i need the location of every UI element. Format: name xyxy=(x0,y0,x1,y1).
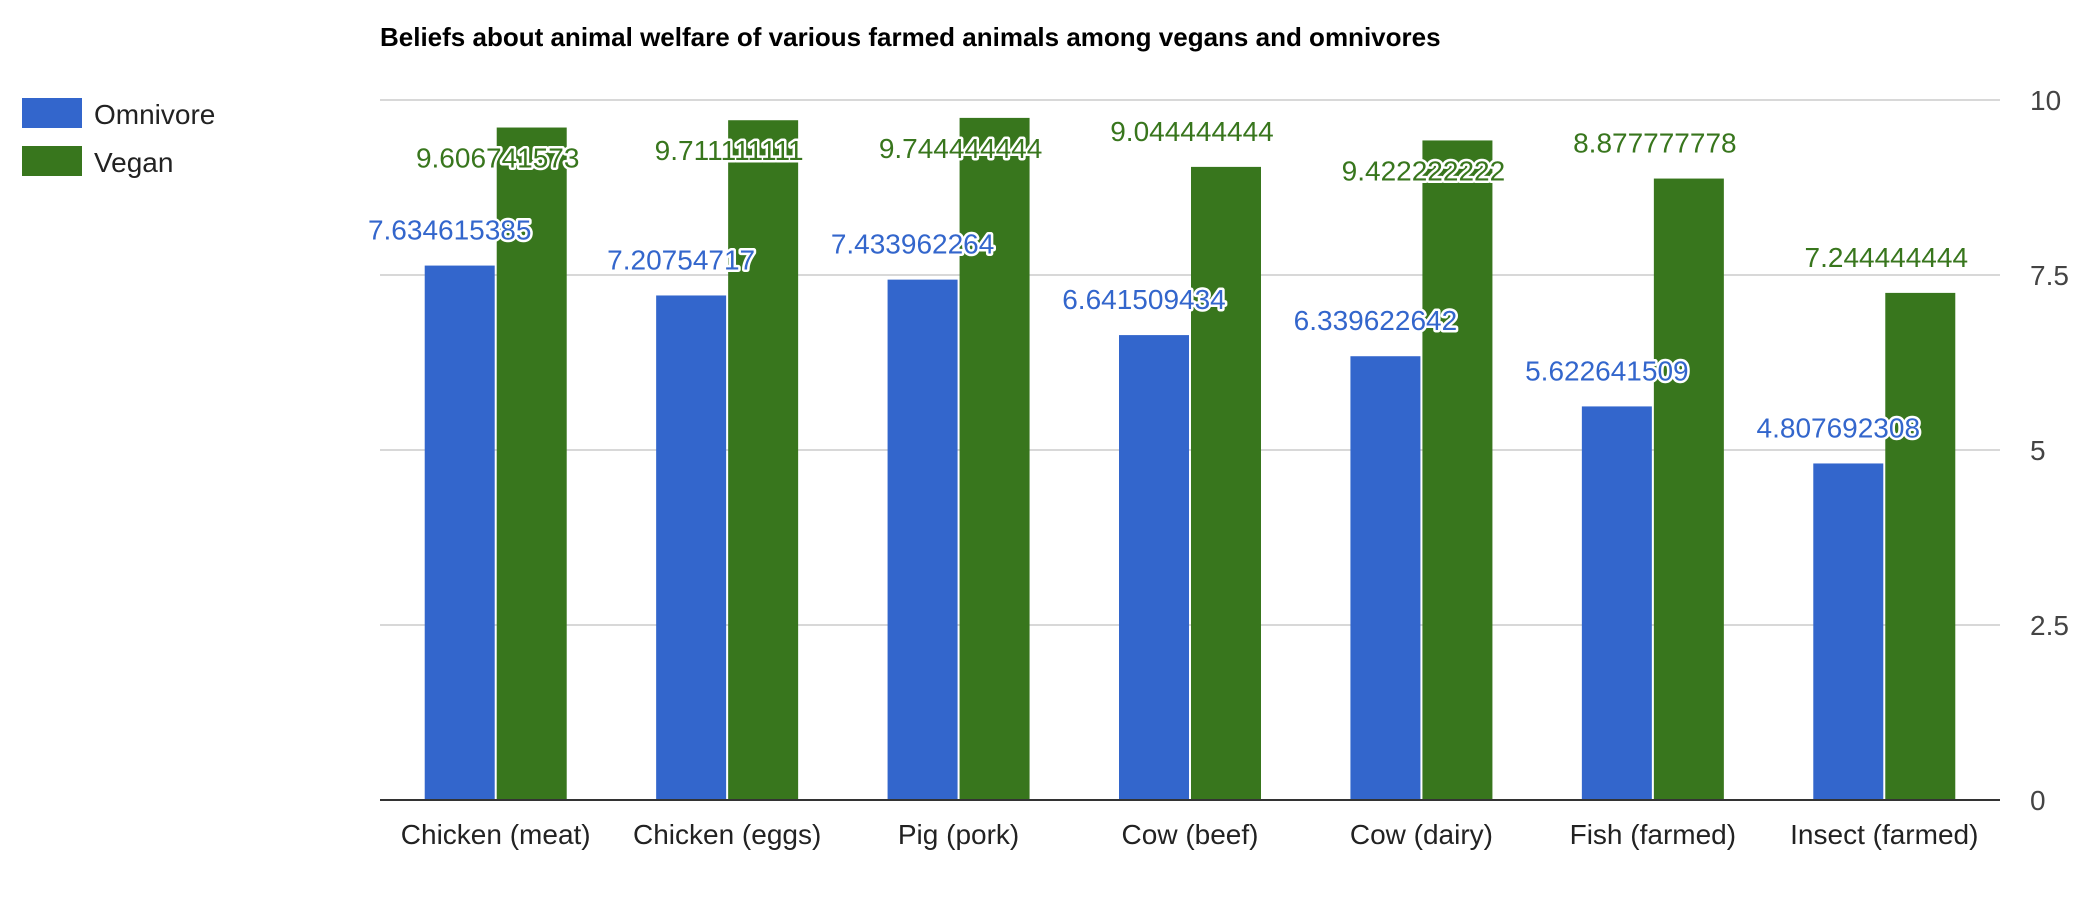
data-label-vegan: 9.711111111 xyxy=(655,135,804,166)
y-tick-label: 5 xyxy=(2030,435,2046,466)
data-label-omnivore: 7.634615385 xyxy=(368,215,532,246)
bar-vegan xyxy=(728,120,799,800)
y-tick-label: 7.5 xyxy=(2030,260,2069,291)
x-tick-label: Cow (dairy) xyxy=(1350,819,1493,850)
bar-omnivore xyxy=(887,279,958,800)
gridlines xyxy=(380,99,2000,626)
data-label-vegan: 9.606741573 xyxy=(416,143,580,174)
bar-vegan xyxy=(496,127,567,801)
y-axis-ticks: 0 2.5 5 7.5 10 xyxy=(2030,85,2069,816)
data-label-omnivore: 4.807692308 xyxy=(1757,412,1921,443)
legend-swatch-omnivore xyxy=(22,98,82,128)
legend-label-vegan: Vegan xyxy=(94,147,173,178)
bar-omnivore xyxy=(424,265,495,801)
x-axis-labels: Chicken (meat) Chicken (eggs) Pig (pork) Co… xyxy=(401,819,1979,850)
legend-label-omnivore: Omnivore xyxy=(94,99,215,130)
y-tick-label: 10 xyxy=(2030,85,2061,116)
bar-vegan xyxy=(959,117,1030,800)
x-tick-label: Cow (beef) xyxy=(1122,819,1259,850)
data-label-omnivore: 6.641509434 xyxy=(1062,284,1226,315)
bar-omnivore xyxy=(1581,406,1652,800)
y-tick-label: 2.5 xyxy=(2030,610,2069,641)
x-tick-label: Pig (pork) xyxy=(898,819,1019,850)
bar-vegan xyxy=(1653,178,1724,801)
x-tick-label: Chicken (eggs) xyxy=(633,819,821,850)
chart-title: Beliefs about animal welfare of various … xyxy=(380,22,1441,52)
bar-omnivore xyxy=(1813,463,1884,800)
data-label-vegan: 9.422222222 xyxy=(1342,155,1506,186)
legend-swatch-vegan xyxy=(22,146,82,176)
bar-vegan xyxy=(1191,166,1261,800)
data-label-omnivore: 7.20754717 xyxy=(607,244,755,275)
data-label-vegan: 8.877777778 xyxy=(1573,128,1737,159)
bar-vegan xyxy=(1422,140,1493,800)
data-label-omnivore: 7.433962264 xyxy=(831,229,995,260)
bar-omnivore xyxy=(1350,356,1421,800)
bar-omnivore xyxy=(1119,335,1189,800)
legend: Omnivore Vegan xyxy=(22,98,215,178)
data-label-omnivore: 6.339622642 xyxy=(1294,305,1458,336)
bar-vegan xyxy=(1885,292,1956,800)
x-tick-label: Chicken (meat) xyxy=(401,819,591,850)
bar-omnivore xyxy=(656,295,727,800)
bars xyxy=(424,117,1956,801)
x-tick-label: Fish (farmed) xyxy=(1570,819,1736,850)
data-label-vegan: 9.744444444 xyxy=(879,133,1043,164)
data-label-vegan: 9.044444444 xyxy=(1110,116,1274,147)
data-label-vegan: 7.244444444 xyxy=(1805,242,1969,273)
y-tick-label: 0 xyxy=(2030,785,2046,816)
data-labels: 7.634615385 9.606741573 7.20754717 9.711111… xyxy=(365,113,1970,446)
data-label-omnivore: 5.622641509 xyxy=(1525,355,1689,386)
x-tick-label: Insect (farmed) xyxy=(1790,819,1978,850)
